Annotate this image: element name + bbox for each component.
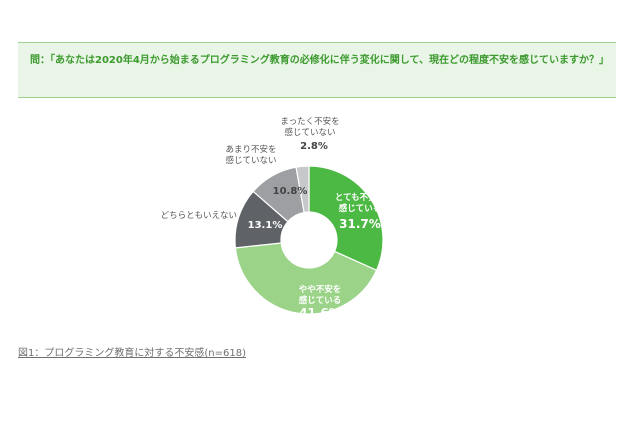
slice-2-label-line-2: 感じている	[299, 295, 342, 306]
question-box: 問：「あなたは2020年4月から始まるプログラミング教育の必修化に伴う変化に関し…	[18, 42, 616, 98]
slice-2	[234, 242, 378, 315]
slice-1-value-label: 31.7%	[339, 217, 381, 231]
slice-1-label-line-1: とても不安を	[335, 192, 385, 203]
slice-1-label-line-2: 感じている	[339, 203, 382, 214]
slice-2-value-label: 41.6%	[299, 306, 341, 320]
slice-1	[308, 165, 384, 272]
slice-5-value-label: 2.8%	[300, 141, 328, 152]
question-text: 問：「あなたは2020年4月から始まるプログラミング教育の必修化に伴う変化に関し…	[30, 55, 609, 66]
slice-5-label-line-2: 感じていない	[284, 127, 335, 138]
slice-3-labels: どちらともいえない 13.1%	[161, 211, 283, 231]
slice-3-label-line-1: どちらともいえない	[161, 211, 237, 221]
figure-caption: 図1：プログラミング教育に対する不安感(n=618)	[18, 348, 246, 359]
slice-5	[295, 165, 310, 214]
slice-4-value-label: 10.8%	[273, 186, 308, 197]
slice-4-label-line-1: あまり不安を	[225, 144, 276, 155]
slice-5-label-line-1: まったく不安を	[280, 116, 339, 127]
slice-2-label-line-1: やや不安を	[299, 284, 342, 295]
slice-3-value-label: 13.1%	[248, 220, 283, 231]
slice-4-label-line-2: 感じていない	[225, 155, 276, 166]
